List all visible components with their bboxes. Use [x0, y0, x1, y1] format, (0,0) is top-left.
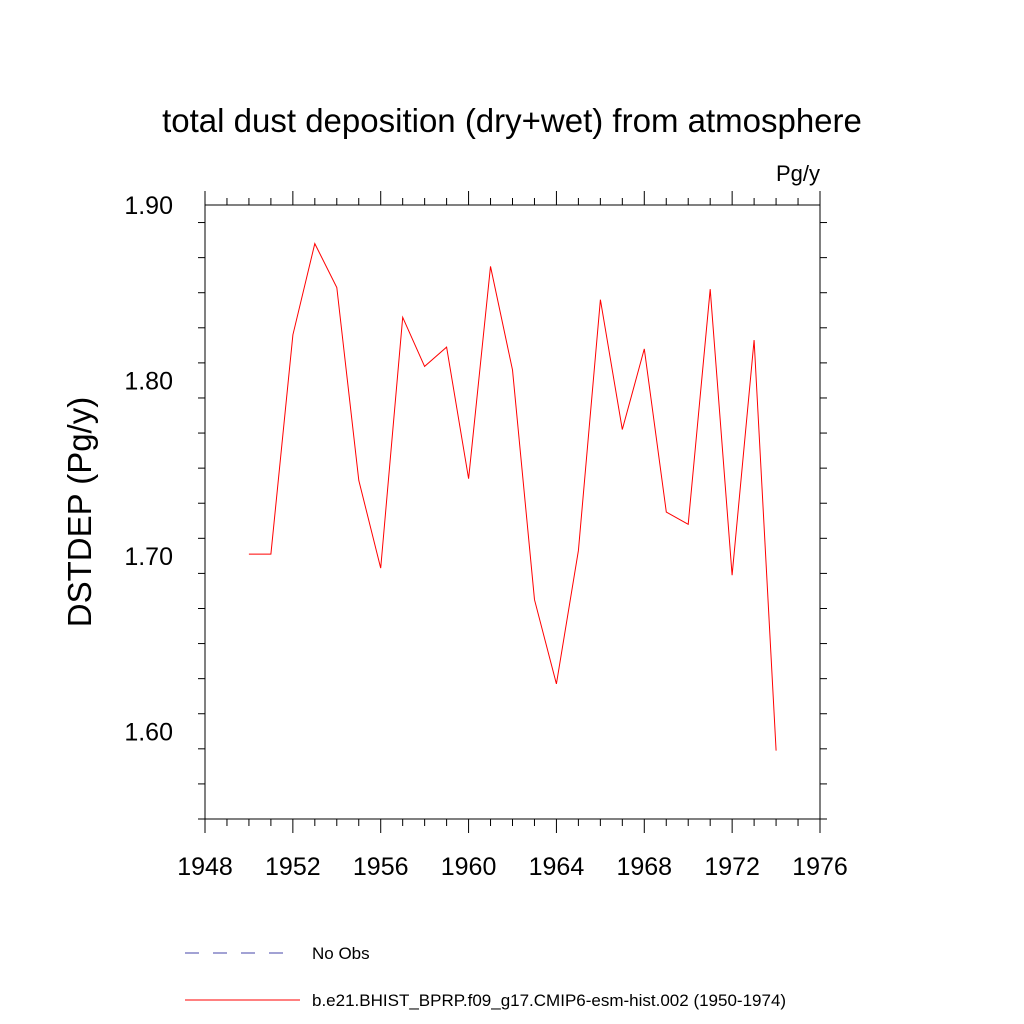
legend-label-no-obs: No Obs	[312, 944, 370, 963]
x-tick-label: 1960	[441, 853, 497, 881]
y-tick-label: 1.90	[124, 192, 173, 220]
y-tick-label: 1.80	[124, 367, 173, 395]
x-tick-label: 1968	[616, 853, 672, 881]
series-group	[248, 242, 777, 751]
y-tick-label: 1.70	[124, 543, 173, 571]
units-label: Pg/y	[776, 161, 820, 186]
y-axis-label: DSTDEP (Pg/y)	[61, 397, 98, 627]
x-tick-label: 1956	[353, 853, 409, 881]
x-tick-label: 1976	[792, 853, 848, 881]
legend: No Obs b.e21.BHIST_BPRP.f09_g17.CMIP6-es…	[185, 944, 786, 1010]
chart-title: total dust deposition (dry+wet) from atm…	[162, 102, 862, 139]
axis-tick-labels: 1948 1952 1956 1960 1964 1968 1972 1976 1.60 1.70…	[124, 192, 847, 881]
axis-ticks	[198, 191, 827, 833]
x-tick-label: 1972	[704, 853, 760, 881]
y-tick-label: 1.60	[124, 718, 173, 746]
series-line	[248, 242, 777, 751]
x-tick-label: 1948	[177, 853, 233, 881]
x-tick-label: 1952	[265, 853, 321, 881]
x-tick-label: 1964	[529, 853, 585, 881]
legend-label-model: b.e21.BHIST_BPRP.f09_g17.CMIP6-esm-hist.…	[312, 991, 786, 1010]
